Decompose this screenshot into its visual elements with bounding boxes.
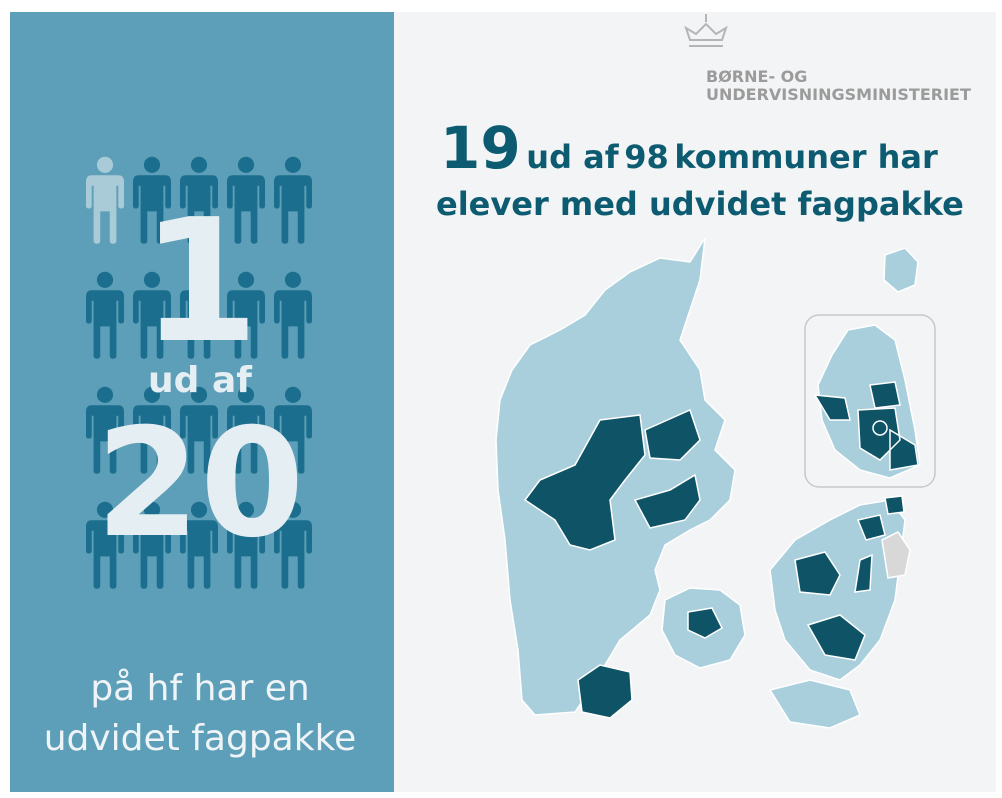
headline-total: 98 (624, 138, 669, 176)
region-dark (884, 495, 905, 515)
map (495, 237, 919, 729)
logo-line: BØRNE- OG (706, 67, 807, 86)
headline-rest: kommuner har (674, 138, 938, 176)
connector: ud af (148, 360, 252, 401)
region-dark (806, 614, 866, 661)
region-dark (854, 553, 873, 593)
caption-line: udvidet fagpakke (44, 718, 357, 759)
number-top: 1 (141, 183, 259, 381)
number-bottom: 20 (96, 397, 305, 571)
caption-line: på hf har en (90, 668, 309, 709)
headline-connector: ud af (526, 138, 619, 176)
inset-dark (813, 381, 919, 471)
headline-count: 19 (440, 114, 521, 182)
lolland (768, 679, 861, 729)
logo-line: UNDERVISNINGSMINISTERIET (706, 85, 971, 104)
bornholm (883, 247, 919, 293)
headline-line: 19 ud af 98 kommuner har (440, 114, 938, 182)
inset (804, 314, 936, 488)
inset-outline (872, 420, 888, 436)
crown-logo (684, 14, 728, 47)
headline-line: elever med udvidet fagpakke (436, 185, 964, 223)
region-dark (523, 414, 646, 551)
region-dark (577, 664, 633, 719)
zealand (769, 499, 906, 681)
region-dark (633, 473, 701, 529)
region-dark (856, 514, 886, 541)
region-dark (644, 408, 701, 461)
region-dark (794, 551, 841, 596)
capital-gray (881, 531, 911, 579)
region-dark (687, 607, 723, 639)
